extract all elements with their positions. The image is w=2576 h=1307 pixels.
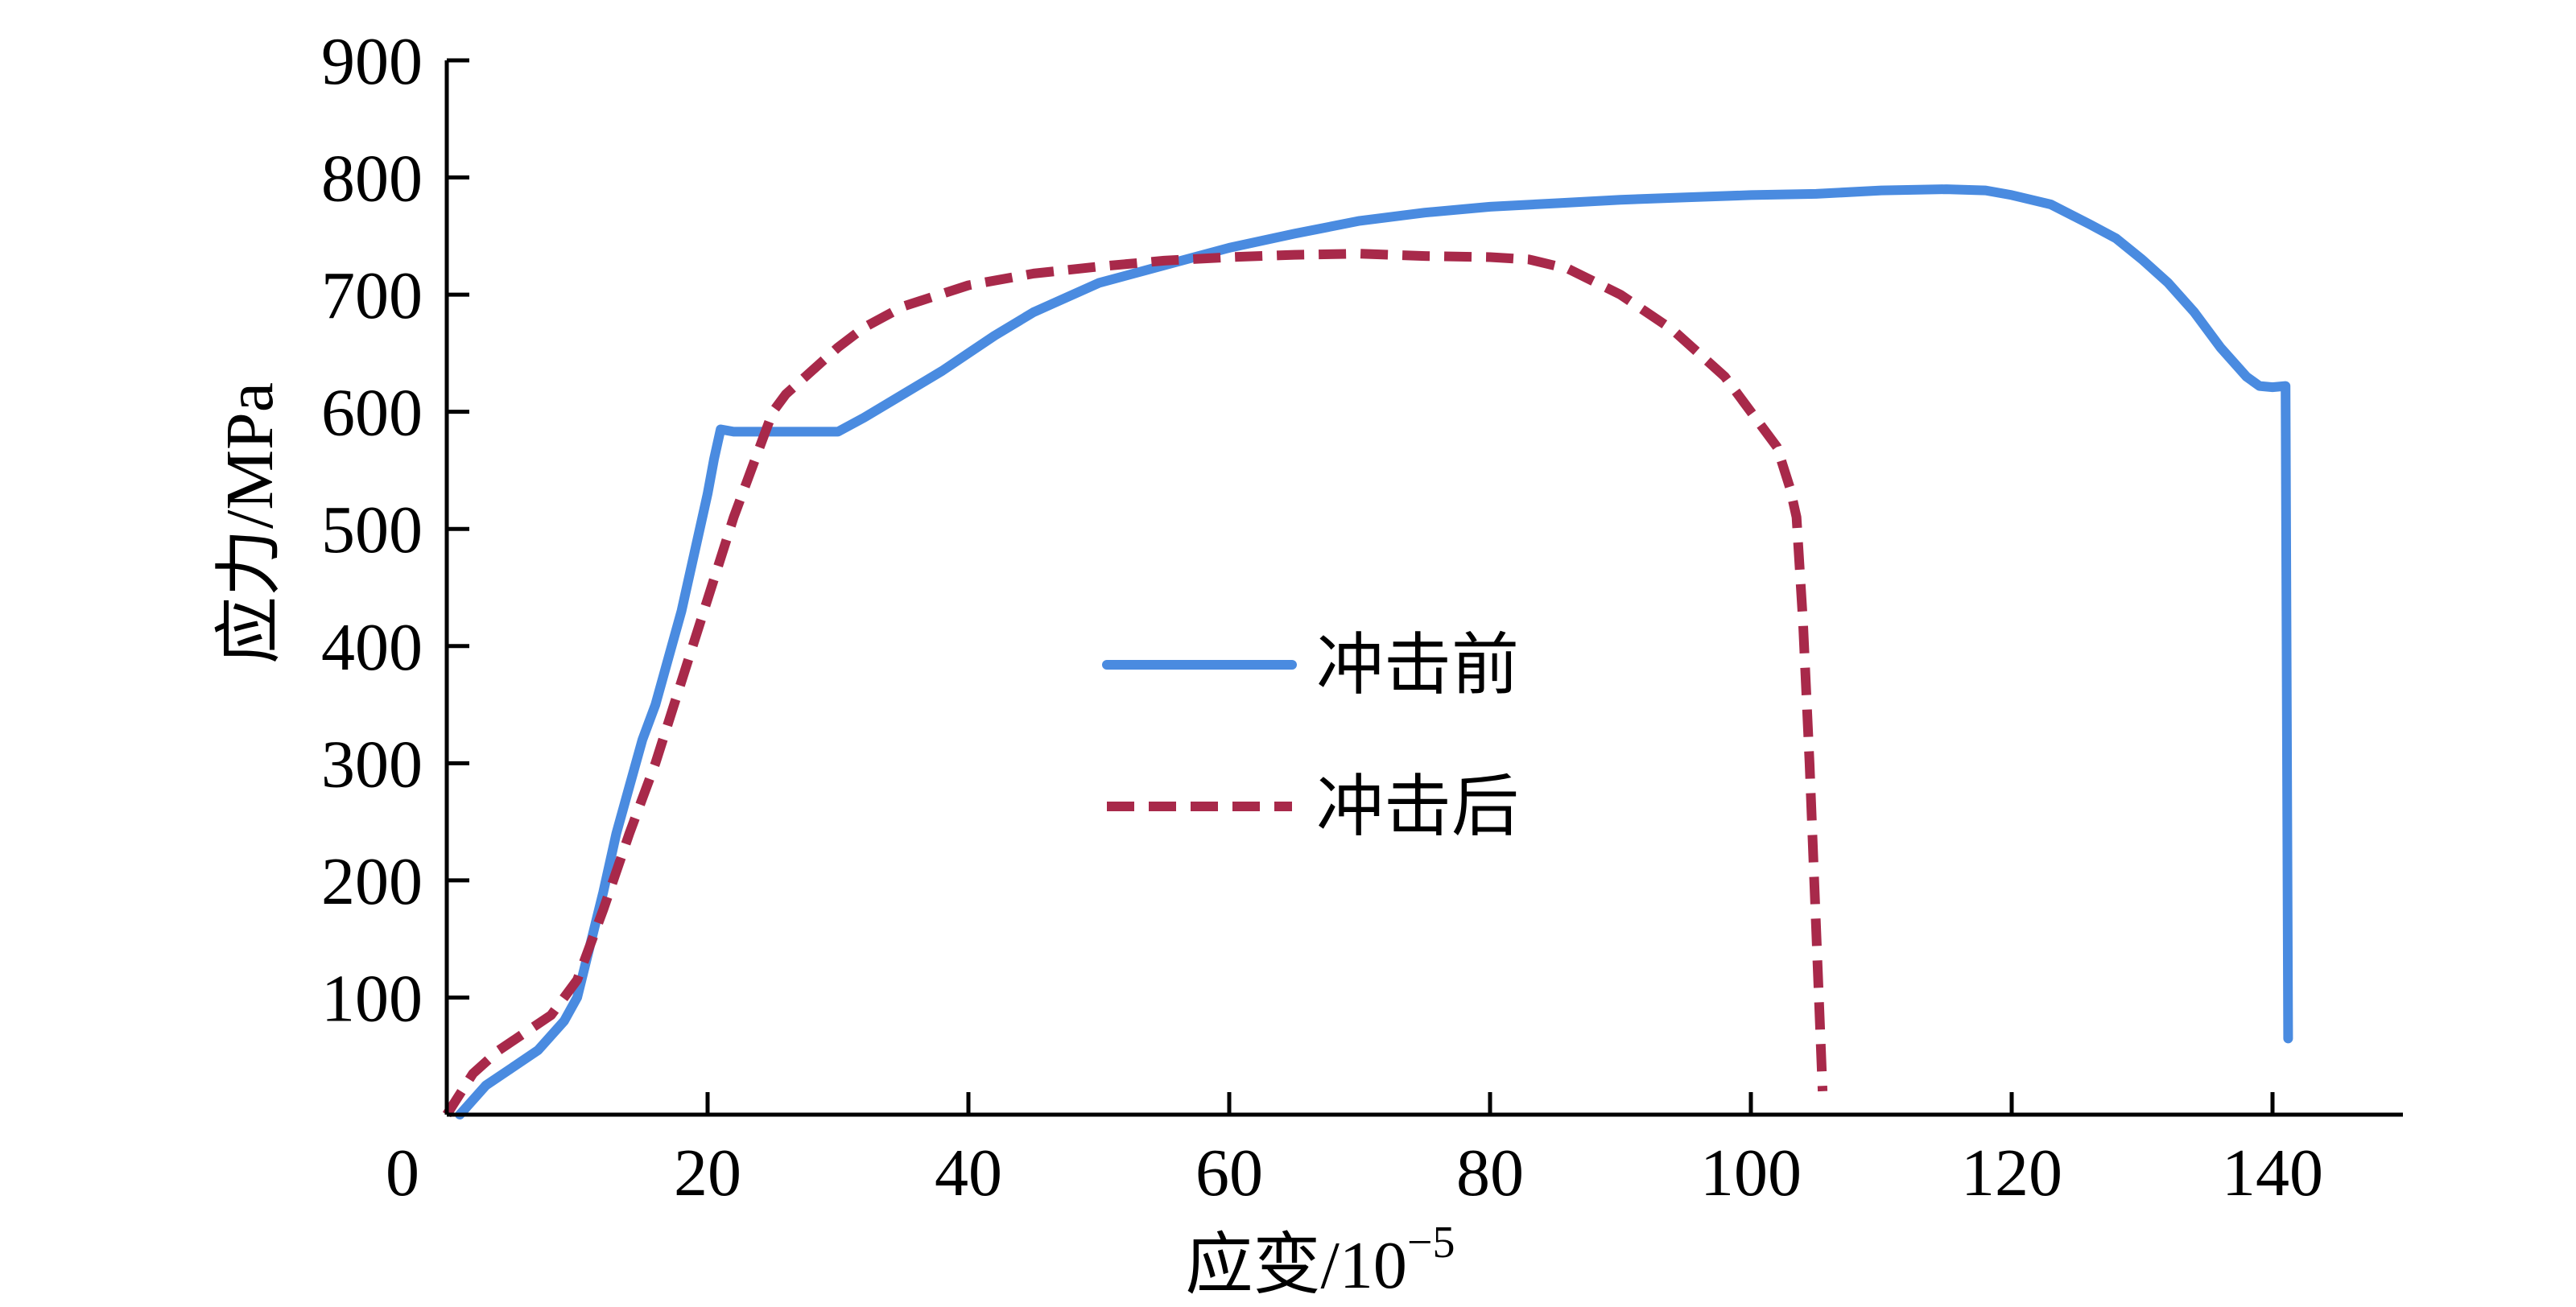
y-tick-label: 900 bbox=[321, 24, 423, 99]
y-tick-label: 800 bbox=[321, 142, 423, 216]
x-tick-label: 120 bbox=[1961, 1136, 2062, 1210]
series-line-after-impact bbox=[442, 249, 1828, 1118]
legend-label-after-impact: 冲击后 bbox=[1316, 770, 1519, 845]
x-axis-title-exponent: −5 bbox=[1407, 1218, 1455, 1268]
legend-label-before-impact: 冲击前 bbox=[1316, 629, 1519, 703]
x-axis-title-base: 应变/10 bbox=[1186, 1228, 1407, 1303]
x-tick-label: 100 bbox=[1700, 1136, 1802, 1210]
y-tick-label: 200 bbox=[321, 844, 423, 919]
x-tick-label: 140 bbox=[2222, 1136, 2323, 1210]
x-tick-label: 80 bbox=[1456, 1136, 1524, 1210]
axes: 0 20 40 60 80 100 120 140 100 200 300 400 500 600 700… bbox=[321, 24, 2403, 1210]
y-tick-label: 500 bbox=[321, 493, 423, 567]
x-tick-label: 60 bbox=[1195, 1136, 1263, 1210]
x-axis-title: 应变/10−5 bbox=[1186, 1218, 1455, 1303]
x-ticks: 0 20 40 60 80 100 120 140 bbox=[386, 1092, 2323, 1210]
y-tick-label: 300 bbox=[321, 727, 423, 802]
y-tick-label: 400 bbox=[321, 610, 423, 685]
y-ticks: 100 200 300 400 500 600 700 800 900 bbox=[321, 24, 469, 1036]
y-tick-label: 100 bbox=[321, 961, 423, 1036]
y-tick-label: 600 bbox=[321, 376, 423, 451]
y-tick-label: 700 bbox=[321, 258, 423, 333]
y-axis-title: 应力/MPa bbox=[213, 382, 287, 664]
x-tick-label: 0 bbox=[386, 1136, 419, 1210]
plot-lines bbox=[442, 184, 2293, 1119]
x-tick-label: 40 bbox=[935, 1136, 1002, 1210]
x-tick-label: 20 bbox=[674, 1136, 741, 1210]
series-line-before-impact bbox=[455, 184, 2293, 1119]
legend: 冲击前 冲击后 bbox=[1102, 629, 1519, 845]
